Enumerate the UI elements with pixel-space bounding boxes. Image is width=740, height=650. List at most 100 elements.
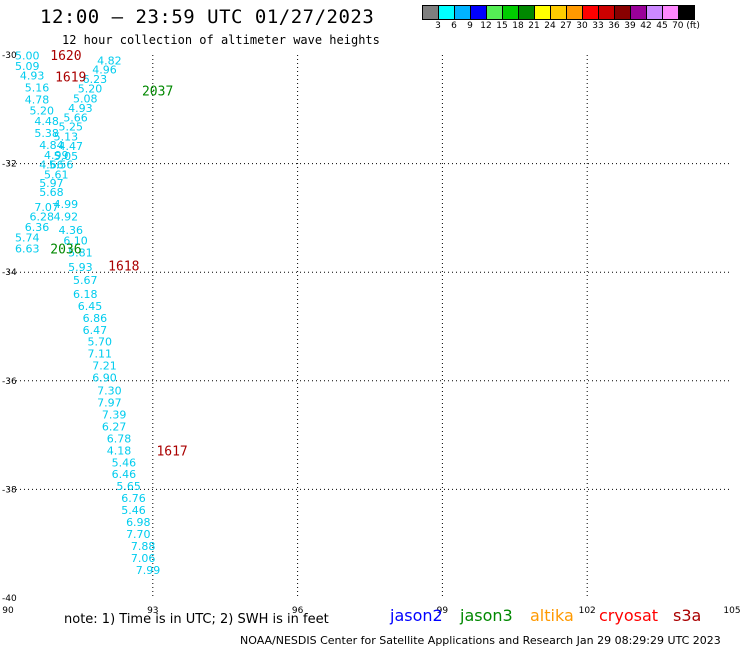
pass-label: 1620 — [50, 49, 81, 64]
latitude-tick-label: -36 — [2, 377, 17, 387]
wave-height-value: 4.47 — [58, 140, 83, 153]
latitude-tick-label: -34 — [2, 268, 17, 278]
wave-height-value: 6.78 — [107, 432, 132, 445]
wave-height-value: 6.18 — [73, 288, 98, 301]
chart-subtitle: 12 hour collection of altimeter wave hei… — [62, 33, 380, 47]
color-legend: 3 6 9 12 15 18 21 24 27 30 33 36 39 42 45 70 (ft) — [422, 5, 700, 32]
wave-height-value: 4.84 — [39, 139, 64, 152]
wave-height-value: 7.88 — [131, 540, 156, 553]
wave-height-value: 7.99 — [136, 564, 161, 577]
legend-label: 70 (ft) — [672, 21, 700, 31]
satellite-s3a: s3a — [673, 606, 702, 625]
wave-height-value: 6.27 — [102, 420, 127, 433]
chart-title: 12:00 – 23:59 UTC 01/27/2023 — [40, 6, 375, 28]
wave-height-value: 5.20 — [78, 83, 103, 96]
satellite-jason3: jason3 — [460, 606, 513, 625]
wave-height-value: 4.96 — [92, 64, 117, 77]
legend-label: 45 — [656, 21, 668, 31]
wave-height-value: 6.46 — [112, 468, 137, 481]
wave-height-value: 5.61 — [44, 168, 69, 181]
legend-label: 21 — [528, 21, 540, 31]
wave-height-value: 7.97 — [97, 397, 122, 410]
wave-height-value: 6.90 — [92, 372, 117, 385]
wave-height-value: 5.09 — [15, 60, 40, 73]
wave-height-value: 5.46 — [121, 504, 146, 517]
pass-label: 2036 — [50, 242, 81, 257]
wave-height-value: 4.18 — [107, 444, 132, 457]
wave-height-value: 6.28 — [30, 210, 55, 223]
wave-height-value: 7.11 — [87, 348, 112, 361]
wave-height-value: 7.07 — [34, 201, 59, 214]
wave-height-value: 5.70 — [87, 336, 112, 349]
legend-label: 27 — [560, 21, 572, 31]
pass-labels: 1620 1619 2037 2036 1618 1617 — [50, 49, 187, 459]
wave-height-value: 6.63 — [15, 242, 40, 255]
pass-label: 1617 — [156, 444, 187, 459]
latitude-tick-label: -32 — [2, 160, 17, 170]
pass-label: 1619 — [55, 71, 86, 86]
wave-height-value: 7.06 — [131, 552, 156, 565]
wave-height-value: 5.20 — [30, 104, 55, 117]
legend-label: 24 — [544, 21, 556, 31]
wave-height-value: 4.82 — [97, 54, 122, 67]
longitude-tick-label: 96 — [292, 606, 304, 616]
wave-height-value: 5.93 — [68, 261, 93, 274]
legend-label: 9 — [467, 21, 473, 31]
legend-label: 15 — [496, 21, 508, 31]
wave-height-value: 5.08 — [73, 92, 98, 105]
pass-label: 1618 — [108, 260, 139, 275]
wave-height-value: 5.56 — [49, 159, 74, 172]
legend-label: 18 — [512, 21, 524, 31]
wave-height-value: 5.25 — [58, 121, 83, 134]
legend-label: 36 — [608, 21, 620, 31]
wave-height-value: 5.16 — [25, 82, 50, 95]
satellite-cryosat: cryosat — [599, 606, 659, 625]
longitude-tick-label: 99 — [437, 606, 449, 616]
wave-height-value: 5.97 — [39, 177, 64, 190]
legend-label: 30 — [576, 21, 588, 31]
latitude-tick-label: -30 — [2, 51, 17, 61]
wave-height-value: 4.78 — [25, 94, 50, 107]
wave-height-value: 4.36 — [58, 224, 83, 237]
wave-readings: 5.00 4.825.09 4.964.93 6.235.16 5.205.084.78… — [15, 50, 160, 577]
wave-height-value: 5.00 — [15, 50, 40, 63]
legend-label: 3 — [435, 21, 441, 31]
wave-height-value: 5.66 — [63, 111, 88, 124]
wave-height-value: 5.13 — [54, 130, 79, 143]
wave-height-value: 4.93 — [68, 102, 93, 115]
wave-height-value: 4.93 — [20, 70, 45, 83]
satellite-jason2: jason2 — [390, 606, 443, 625]
legend-labels: 3 6 9 12 15 18 21 24 27 30 33 36 39 42 45 70 (ft) — [422, 20, 700, 32]
map-tick-labels: 90 93 96 99 102 105 -30 -32 -34 -36 -38 -40 — [2, 51, 740, 616]
wave-height-value: 5.46 — [112, 456, 137, 469]
latitude-tick-label: -40 — [2, 594, 17, 604]
wave-height-value: 6.23 — [83, 73, 108, 86]
wave-height-value: 6.47 — [83, 324, 108, 337]
satellite-altika: altika — [530, 606, 574, 625]
wave-height-value: 5.81 — [68, 247, 93, 260]
wave-height-value: 6.76 — [121, 492, 146, 505]
legend-swatches — [422, 5, 695, 20]
wave-height-value: 4.99 — [44, 149, 69, 162]
longitude-tick-label: 105 — [723, 606, 740, 616]
wave-height-value: 5.05 — [54, 150, 79, 163]
legend-label: 42 — [640, 21, 652, 31]
wave-height-value: 4.92 — [54, 210, 79, 223]
wave-height-value: 6.36 — [25, 221, 50, 234]
legend-label: 12 — [480, 21, 492, 31]
legend-label: 33 — [592, 21, 604, 31]
wave-height-value: 6.45 — [78, 300, 103, 313]
wave-height-value: 7.70 — [126, 528, 151, 541]
wave-height-value: 5.67 — [73, 274, 98, 287]
wave-height-value: 5.74 — [15, 231, 40, 244]
wave-height-value: 4.99 — [54, 198, 79, 211]
wave-height-value: 6.98 — [126, 516, 151, 529]
footer-note: note: 1) Time is in UTC; 2) SWH is in fe… — [64, 612, 329, 627]
wave-height-value: 7.21 — [92, 360, 117, 373]
footer-credit: NOAA/NESDIS Center for Satellite Applica… — [240, 634, 721, 647]
wave-height-value: 6.10 — [63, 235, 88, 248]
legend-label: 6 — [451, 21, 457, 31]
longitude-tick-label: 102 — [579, 606, 596, 616]
map-grid — [8, 55, 732, 598]
